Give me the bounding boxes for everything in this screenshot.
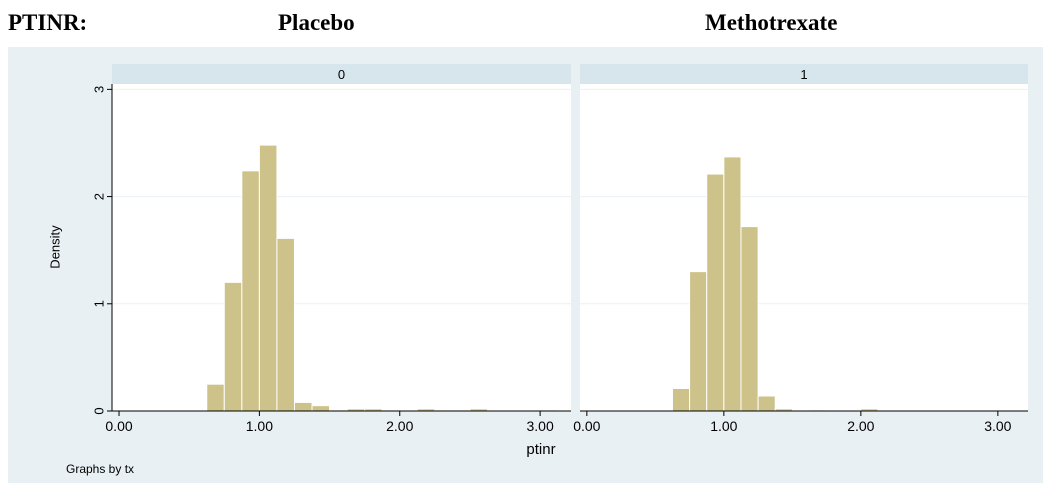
y-tick-label: 3 (91, 86, 106, 93)
y-tick-label: 0 (91, 407, 106, 414)
histogram-bar (206, 383, 225, 412)
histogram-bar (293, 401, 313, 412)
histogram-bar (241, 170, 260, 412)
panel-strip-label-1: 1 (800, 67, 807, 82)
y-axis-title: Density (47, 225, 62, 269)
histogram-bar (740, 226, 759, 412)
x-tick-label: 2.00 (847, 418, 874, 434)
histogram-bar (723, 156, 742, 412)
histogram-bar (311, 405, 331, 412)
histogram-bar (671, 387, 691, 412)
x-tick-label: 2.00 (386, 418, 413, 434)
header-placebo-title: Placebo (278, 10, 355, 35)
histogram-bar (276, 237, 295, 412)
x-tick-label: 1.00 (246, 418, 273, 434)
x-tick-label: 3.00 (526, 418, 553, 434)
y-tick-label: 2 (91, 193, 106, 200)
histogram-bar (258, 144, 278, 412)
graphs-by-note: Graphs by tx (66, 462, 134, 476)
plot-area-1 (580, 84, 1028, 411)
x-tick-label: 0.00 (105, 418, 132, 434)
y-tick-label: 1 (91, 300, 106, 307)
x-tick-label: 3.00 (984, 418, 1011, 434)
panel-strip-1 (580, 64, 1028, 84)
x-axis-title: ptinr (526, 441, 555, 458)
x-tick-label: 0.00 (573, 418, 600, 434)
histogram-bar (223, 281, 243, 412)
panel-strip-0 (112, 64, 571, 84)
panel-strip-label-0: 0 (338, 67, 345, 82)
header-methotrexate-title: Methotrexate (705, 10, 838, 35)
histogram-bar (689, 271, 708, 412)
header-label: PTINR: (8, 10, 88, 35)
histogram-bar (757, 395, 776, 412)
histogram-chart: 0 0.00 1.00 2.00 3.00 0 1 2 3 1 0.00 1.00 2.00 3.00 De… (8, 47, 1043, 483)
histogram-bar (706, 173, 725, 412)
plot-area-0 (112, 84, 571, 411)
x-tick-label: 1.00 (710, 418, 737, 434)
